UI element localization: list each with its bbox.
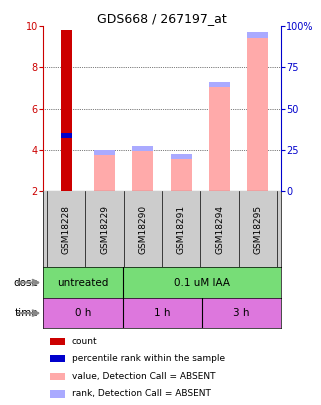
Text: GSM18290: GSM18290 bbox=[138, 205, 147, 254]
Text: dose: dose bbox=[14, 277, 39, 288]
Text: 0 h: 0 h bbox=[75, 308, 91, 318]
Bar bbox=[209, 82, 230, 191]
Text: rank, Detection Call = ABSENT: rank, Detection Call = ABSENT bbox=[72, 390, 211, 399]
Text: 1 h: 1 h bbox=[154, 308, 170, 318]
Bar bbox=[247, 32, 268, 38]
Bar bbox=[94, 150, 115, 191]
Text: count: count bbox=[72, 337, 98, 345]
Text: GSM18294: GSM18294 bbox=[215, 205, 224, 254]
Bar bbox=[61, 133, 72, 138]
Bar bbox=[133, 146, 153, 191]
Text: GSM18228: GSM18228 bbox=[62, 205, 71, 254]
Bar bbox=[50, 373, 65, 380]
Bar bbox=[171, 154, 192, 191]
Bar bbox=[50, 390, 65, 398]
Text: 3 h: 3 h bbox=[233, 308, 249, 318]
Bar bbox=[61, 30, 72, 191]
Bar bbox=[209, 82, 230, 87]
Text: time: time bbox=[15, 308, 39, 318]
Title: GDS668 / 267197_at: GDS668 / 267197_at bbox=[97, 12, 227, 25]
Text: GSM18229: GSM18229 bbox=[100, 205, 109, 254]
Bar bbox=[133, 146, 153, 151]
Text: GSM18291: GSM18291 bbox=[177, 205, 186, 254]
Text: percentile rank within the sample: percentile rank within the sample bbox=[72, 354, 225, 363]
Bar bbox=[247, 32, 268, 191]
Text: untreated: untreated bbox=[57, 277, 108, 288]
Text: 0.1 uM IAA: 0.1 uM IAA bbox=[174, 277, 230, 288]
Bar bbox=[50, 338, 65, 345]
Bar bbox=[171, 154, 192, 159]
Bar bbox=[50, 355, 65, 362]
Bar bbox=[94, 150, 115, 155]
Text: value, Detection Call = ABSENT: value, Detection Call = ABSENT bbox=[72, 372, 215, 381]
Text: GSM18295: GSM18295 bbox=[253, 205, 262, 254]
